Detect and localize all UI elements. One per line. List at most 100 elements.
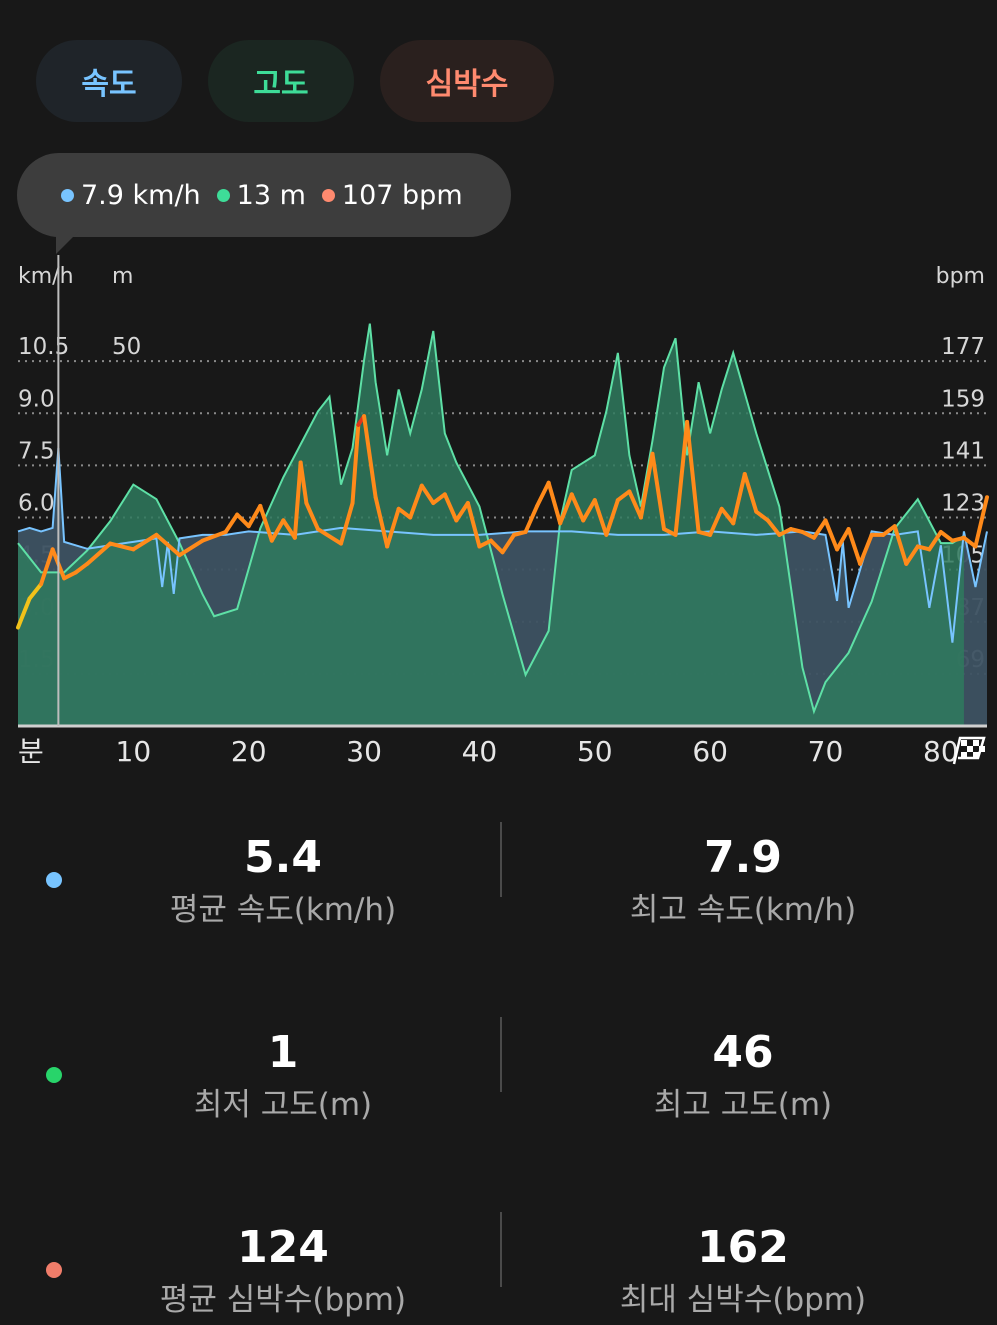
hr-tick-label: 159	[941, 386, 985, 412]
heart-rate-segment	[685, 419, 701, 534]
stat-value: 162	[697, 1222, 789, 1273]
heart-rate-segment	[223, 512, 240, 534]
tooltip-speed: 7.9 km/h	[81, 179, 201, 211]
stat-value: 7.9	[704, 832, 782, 883]
heart-rate-segment	[408, 483, 424, 520]
heart-rate-segment	[742, 472, 759, 514]
heart-rate-segment	[558, 492, 574, 526]
heart-rate-segment	[604, 498, 620, 537]
x-tick-label: 10	[116, 735, 152, 768]
heart-rate-segment	[535, 480, 551, 508]
stat-max-speed: 7.9 최고 속도(km/h)	[508, 832, 978, 930]
altitude-line	[17, 323, 965, 715]
x-tick-label: 60	[692, 735, 728, 768]
heart-rate-segment	[627, 489, 643, 520]
tab-heart-rate[interactable]: 심박수	[380, 40, 554, 122]
heart-rate-segment	[662, 527, 678, 537]
heart-rate-segment	[927, 529, 943, 552]
x-tick-label: 40	[462, 735, 498, 768]
heart-rate-segment	[846, 527, 863, 566]
stat-label: 최고 속도(km/h)	[629, 892, 857, 928]
stat-max-altitude: 46 최고 고도(m)	[508, 1027, 978, 1125]
heart-rate-segment	[269, 518, 286, 543]
heart-rate-segment	[431, 492, 447, 506]
heart-rate-segment	[938, 529, 955, 543]
flag-square	[961, 752, 967, 758]
heart-rate-segment	[581, 498, 597, 523]
heart-rate-segment	[650, 451, 666, 532]
stat-label: 평균 심박수(bpm)	[159, 1282, 407, 1318]
heart-rate-segment	[754, 509, 770, 523]
heart-rate-segment	[673, 419, 690, 537]
heart-rate-segment	[108, 541, 136, 552]
heart-rate-segment	[488, 538, 505, 555]
heart-rate-segment	[638, 451, 655, 520]
heart-rate-segment	[800, 529, 816, 540]
heart-rate-segment	[465, 501, 482, 549]
tooltip-heart-rate: 107 bpm	[341, 179, 463, 211]
heart-rate-segment	[298, 460, 309, 506]
speed-tick-label: 6.0	[18, 491, 55, 517]
flag-square	[967, 746, 973, 752]
heart-rate-segment	[235, 512, 251, 529]
chart-tooltip: 7.9 km/h 13 m 107 bpm	[17, 153, 511, 237]
heart-rate-legend-dot-icon	[46, 1262, 62, 1278]
heart-rate-segment	[385, 506, 401, 549]
heart-rate-segment	[454, 501, 470, 523]
speed-dot-icon	[61, 188, 74, 202]
heart-rate-segment	[442, 492, 459, 523]
hr-tick-label: 141	[941, 438, 985, 464]
divider	[500, 822, 502, 897]
heart-rate-segment	[315, 527, 343, 546]
stat-avg-speed: 5.4 평균 속도(km/h)	[48, 832, 518, 930]
heart-rate-segment	[708, 506, 724, 537]
stat-label: 최고 고도(m)	[653, 1087, 833, 1123]
heart-rate-segment	[304, 501, 320, 532]
tooltip-altitude: 13 m	[236, 179, 306, 211]
heart-rate-segment	[292, 460, 303, 540]
heart-rate-segment	[350, 422, 361, 506]
x-axis-unit: 분	[18, 735, 44, 768]
x-tick-label: 70	[808, 735, 844, 768]
tooltip-pointer	[56, 230, 80, 254]
heart-rate-segment	[569, 492, 586, 523]
heart-rate-segment	[419, 483, 436, 506]
stat-label: 최대 심박수(bpm)	[619, 1282, 867, 1318]
flag-square	[973, 752, 979, 758]
heart-rate-segment	[396, 506, 413, 520]
hr-tick-label: 123	[941, 491, 985, 517]
heart-rate-segment	[362, 414, 378, 500]
tab-speed[interactable]: 속도	[36, 40, 182, 122]
stat-max-heart-rate: 162 최대 심박수(bpm)	[508, 1222, 978, 1320]
altitude-area	[18, 323, 964, 726]
heart-rate-segment	[973, 495, 989, 549]
heart-rate-segment	[835, 527, 851, 552]
flag-square	[961, 740, 967, 746]
x-tick-label: 30	[346, 735, 382, 768]
x-tick-label: 80	[923, 735, 959, 768]
heart-rate-segment	[373, 495, 390, 549]
left-axis-unit-altitude: m	[112, 264, 133, 289]
heart-rate-segment	[258, 503, 274, 543]
heart-rate-segment	[500, 532, 517, 555]
heart-rate-segment	[823, 518, 840, 552]
heart-rate-segment	[62, 570, 78, 581]
heart-rate-segment	[85, 541, 113, 566]
stat-value: 46	[712, 1027, 774, 1078]
flag-outline	[952, 736, 986, 765]
heart-rate-segment	[281, 518, 297, 540]
right-axis-unit: bpm	[936, 264, 985, 289]
altitude-dot-icon	[216, 188, 230, 202]
flag-square	[979, 746, 985, 752]
heart-rate-segment	[16, 596, 32, 630]
stat-avg-heart-rate: 124 평균 심박수(bpm)	[48, 1222, 518, 1320]
x-tick-label: 20	[231, 735, 267, 768]
heart-rate-segment	[339, 501, 355, 546]
workout-chart[interactable]: km/hmbpm10.51779.01597.51416.01234.51053…	[0, 255, 997, 780]
heart-rate-segment	[731, 472, 747, 526]
tab-altitude[interactable]: 고도	[208, 40, 354, 122]
stat-label: 최저 고도(m)	[193, 1087, 373, 1123]
stat-min-altitude: 1 최저 고도(m)	[48, 1027, 518, 1125]
hr-tick-label: 177	[941, 334, 985, 360]
left-axis-unit-speed: km/h	[18, 264, 74, 289]
